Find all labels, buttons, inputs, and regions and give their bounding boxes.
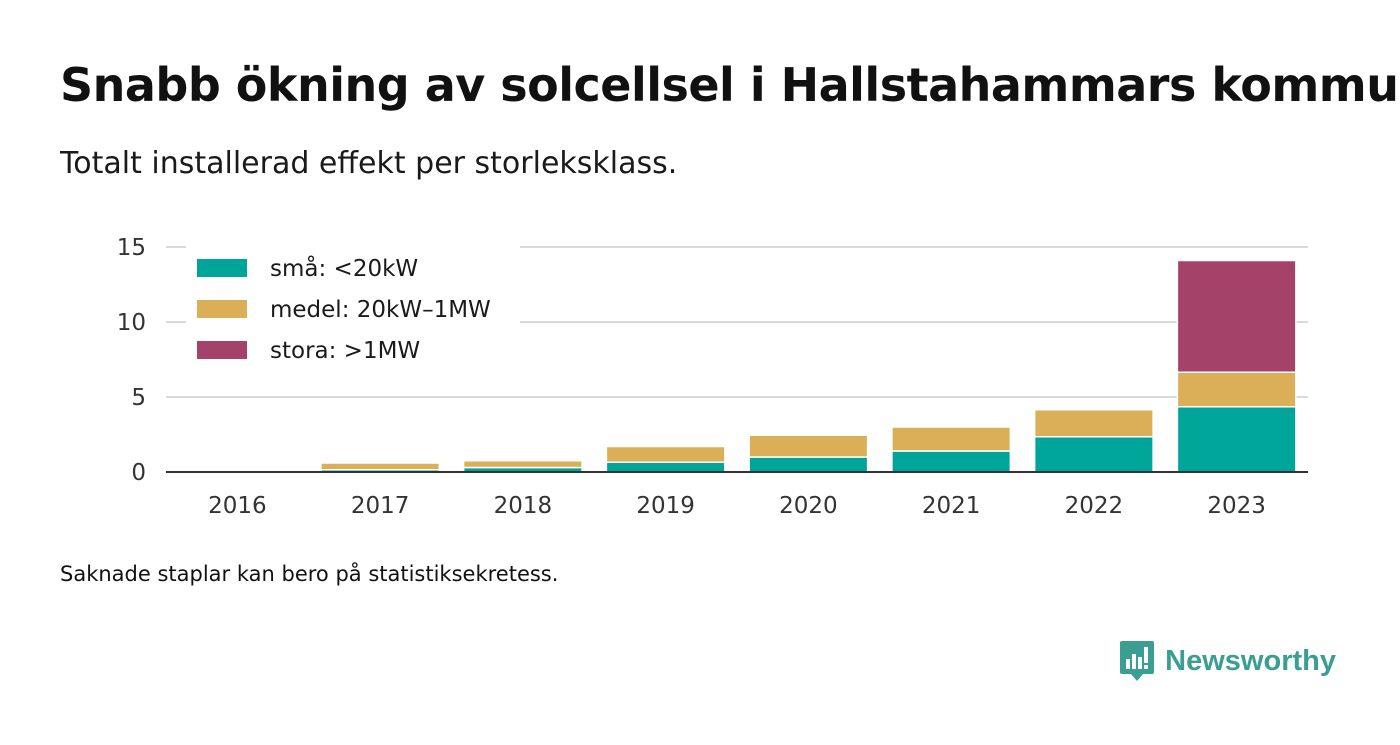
legend-label: stora: >1MW: [270, 338, 420, 364]
x-tick-label: 2021: [922, 493, 981, 519]
footnote: Saknade staplar kan bero på statistiksek…: [60, 562, 559, 586]
bar-segment: [1033, 436, 1154, 473]
x-tick-label: 2020: [779, 493, 838, 519]
x-tick-label: 2022: [1065, 493, 1124, 519]
brand-logo[interactable]: Newsworthy: [1119, 640, 1336, 682]
legend-swatch: [197, 259, 247, 277]
bar-segment: [605, 445, 726, 463]
bar-segment: [891, 426, 1012, 452]
x-tick-label: 2018: [494, 493, 553, 519]
bar-segment: [1176, 406, 1297, 473]
chart-subtitle: Totalt installerad effekt per storlekskl…: [60, 146, 678, 181]
y-tick-label: 5: [131, 385, 146, 411]
newsworthy-logo-icon: [1120, 641, 1155, 681]
bar-segment: [1176, 259, 1297, 373]
bar-segment: [1176, 371, 1297, 408]
y-tick-label: 10: [117, 310, 146, 336]
bar-segment: [320, 462, 441, 471]
legend-label: medel: 20kW–1MW: [270, 297, 491, 323]
bar-segment: [605, 461, 726, 473]
x-tick-label: 2023: [1207, 493, 1266, 519]
bar-segment: [891, 450, 1012, 473]
bar-segment: [1033, 409, 1154, 438]
legend-swatch: [197, 300, 247, 318]
bar-segment: [462, 460, 583, 469]
legend-swatch: [197, 341, 247, 359]
y-tick-label: 15: [117, 235, 146, 261]
bar-segment: [748, 456, 869, 473]
x-tick-label: 2017: [351, 493, 410, 519]
x-tick-label: 2019: [636, 493, 695, 519]
y-tick-label: 0: [131, 460, 146, 486]
legend-label: små: <20kW: [270, 254, 418, 282]
stacked-bar-chart: 0 5 10 15 2016 2017 2018 2019 2020 2021 2022 2023 sm…: [117, 235, 1308, 519]
bar-segment: [748, 434, 869, 458]
chart-title: Snabb ökning av solcellsel i Hallstahamm…: [60, 58, 1400, 112]
brand-name: Newsworthy: [1165, 644, 1336, 677]
x-tick-label: 2016: [208, 493, 267, 519]
